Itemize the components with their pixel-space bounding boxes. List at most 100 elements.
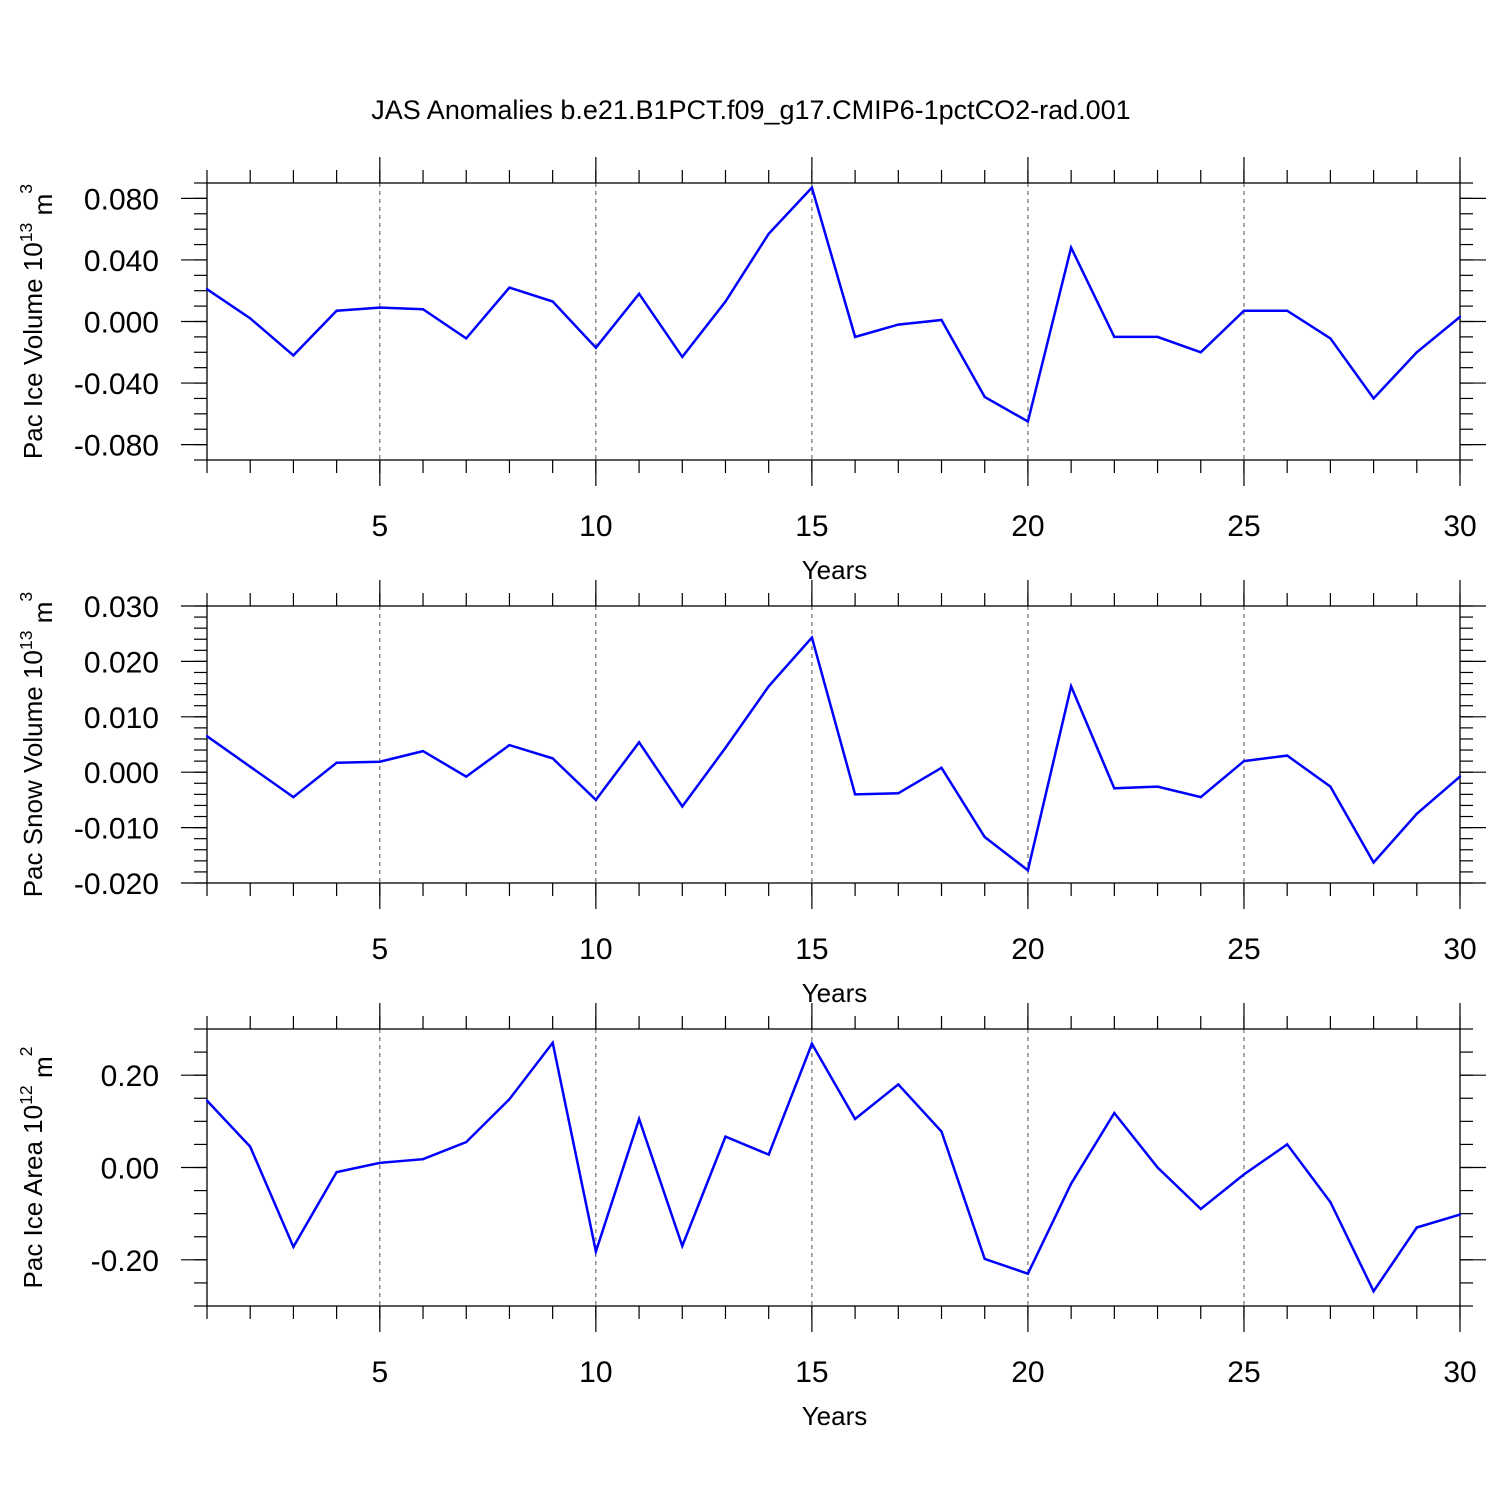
data-point [724,300,727,303]
data-point [1069,1182,1073,1185]
x-axis-title: Years [802,555,868,585]
y-tick-label: 0.020 [84,646,159,679]
data-point [205,1099,209,1102]
data-point [1199,351,1202,354]
data-point [1113,787,1116,790]
data-point [551,1041,554,1045]
data-point [940,1130,943,1133]
series-line [206,1039,1461,1294]
y-axis-title-part: 13 [16,630,36,650]
data-point [810,186,814,189]
data-point [421,1157,425,1161]
chart-panel-3: 5 10 15 20 25 30 -0.20 0.00 0.20 Years Pac Ice Are… [16,1003,1486,1431]
y-tick-label: 0.000 [84,757,159,790]
x-tick-label: 30 [1443,1356,1476,1389]
y-axis-title-part: 12 [16,1085,36,1105]
data-point [1329,785,1332,788]
y-tick-label: 0.010 [84,702,159,735]
data-point [983,1257,986,1261]
data-point [1285,754,1289,757]
y-tick-label: -0.20 [91,1245,159,1278]
data-point [1199,795,1202,799]
data-point [335,1170,338,1174]
data-point [421,749,425,753]
data-point [1415,812,1418,815]
data-point [249,1145,252,1148]
x-tick-label: 20 [1011,510,1044,543]
x-tick-label: 15 [795,1356,828,1389]
data-point [378,306,382,309]
data-point [1415,351,1418,354]
y-axis-title-part: m [28,1056,58,1085]
data-point [335,761,338,764]
data-point [853,335,857,339]
data-point [421,307,425,311]
data-point [637,1117,641,1121]
x-tick-label: 5 [371,1356,388,1389]
data-point [897,1083,900,1086]
data-point [940,766,943,769]
data-point [1242,309,1246,312]
data-point [724,1135,727,1138]
y-axis-title-part: 3 [16,184,36,194]
x-tick-label: 10 [579,510,612,543]
data-point [465,1140,468,1144]
data-point [508,286,511,289]
series-line [206,635,1461,873]
data-point [1458,315,1462,319]
data-point [810,1042,814,1045]
data-point [205,734,209,738]
y-axis-title-part: m [28,602,58,631]
plot-frame [206,1028,1461,1307]
x-tick-label: 25 [1227,1356,1260,1389]
x-tick-label: 25 [1227,510,1260,543]
data-point [465,337,468,340]
y-axis-title-part: 13 [16,222,36,242]
y-axis-title: Pac Snow Volume 1013 m3 [16,592,58,898]
data-point [292,354,295,357]
x-tick-label: 30 [1443,933,1476,966]
data-point [1156,785,1159,788]
data-point [292,1245,295,1249]
data-point [983,835,986,839]
panels: 5 10 15 20 25 30-0.080-0.0400.0000.0400.080Ye… [16,157,1486,1431]
data-point [724,746,727,750]
y-tick-label: 0.030 [84,591,159,624]
data-point [1285,309,1289,312]
data-point [637,741,641,744]
y-axis-title-part: m [28,194,58,223]
data-point [1069,685,1073,688]
data-point [378,1161,382,1165]
y-tick-label: -0.040 [74,368,159,401]
data-point [681,805,684,808]
data-point [1415,1226,1418,1229]
data-point [1372,1290,1375,1293]
x-tick-label: 5 [371,510,388,543]
y-axis-title-part: Pac Snow Volume 10 [18,650,48,897]
data-point [681,1244,684,1248]
y-axis-title-part: 2 [16,1047,36,1057]
data-point [1026,420,1030,423]
data-point [681,355,684,359]
plot-frame [206,182,1461,461]
data-point [1113,335,1116,339]
x-tick-label: 30 [1443,510,1476,543]
data-point [594,1250,598,1253]
y-tick-label: -0.080 [74,430,159,463]
data-point [465,775,468,778]
y-tick-label: 0.20 [101,1060,159,1093]
data-point [551,757,554,760]
data-point [897,323,900,326]
data-point [1372,397,1375,400]
data-point [292,795,295,799]
x-axis-title: Years [802,978,868,1008]
x-tick-label: 25 [1227,933,1260,966]
data-point [1069,246,1073,249]
data-point [1242,759,1246,763]
y-axis-title-part: Pac Ice Area 10 [18,1105,48,1289]
plot-frame [206,605,1461,884]
data-point [551,300,554,303]
data-point [249,317,252,320]
data-point [767,232,770,235]
x-tick-label: 15 [795,933,828,966]
